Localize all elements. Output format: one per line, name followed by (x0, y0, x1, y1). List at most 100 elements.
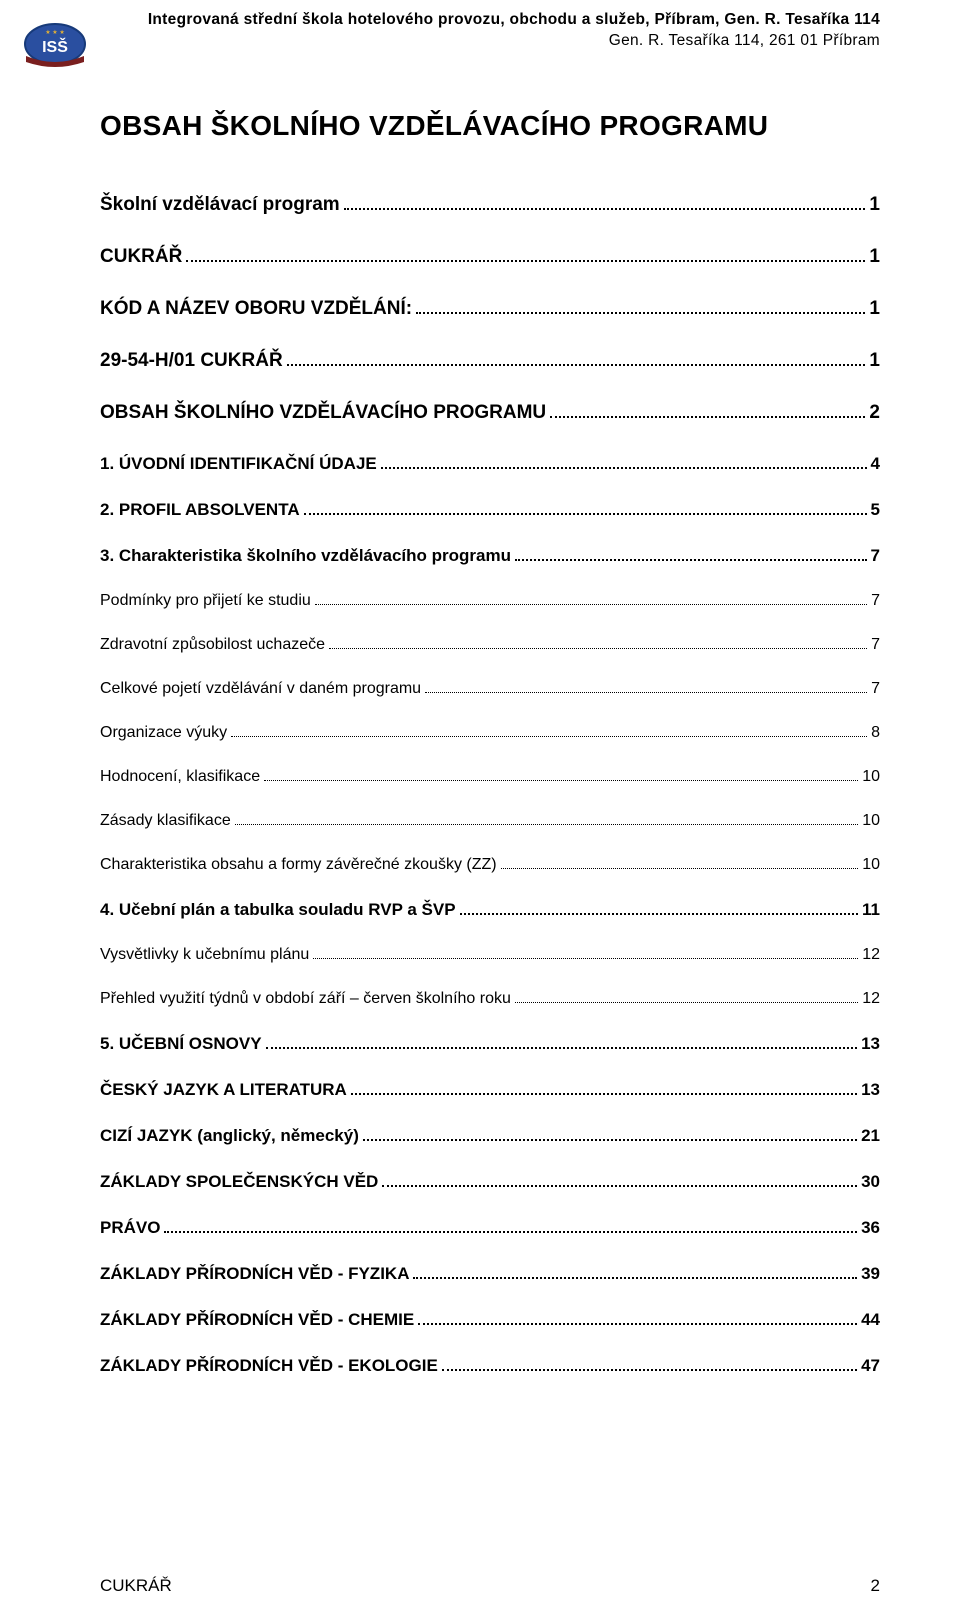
toc-row[interactable]: Zásady klasifikace 10 (100, 812, 880, 830)
toc-label: 3. Charakteristika školního vzdělávacího… (100, 546, 511, 566)
toc-row[interactable]: 29-54-H/01 CUKRÁŘ 1 (100, 350, 880, 372)
dot-leader (460, 904, 858, 915)
toc-row[interactable]: OBSAH ŠKOLNÍHO VZDĚLÁVACÍHO PROGRAMU 2 (100, 402, 880, 424)
dot-leader (550, 406, 865, 418)
toc-row[interactable]: ZÁKLADY PŘÍRODNÍCH VĚD - CHEMIE 44 (100, 1310, 880, 1330)
dot-leader (235, 815, 858, 825)
footer-page-number: 2 (871, 1576, 880, 1596)
toc-row[interactable]: 2. PROFIL ABSOLVENTA 5 (100, 500, 880, 520)
toc-row[interactable]: Vysvětlivky k učebnímu plánu 12 (100, 946, 880, 964)
toc-row[interactable]: ZÁKLADY PŘÍRODNÍCH VĚD - EKOLOGIE 47 (100, 1356, 880, 1376)
dot-leader (381, 458, 867, 469)
toc-page-number: 7 (871, 592, 880, 610)
toc-row[interactable]: Hodnocení, klasifikace 10 (100, 768, 880, 786)
page-header: ★ ★ ★ ISŠ Integrovaná střední škola hote… (0, 10, 960, 52)
toc-label: ZÁKLADY PŘÍRODNÍCH VĚD - EKOLOGIE (100, 1356, 438, 1376)
toc-page-number: 10 (862, 768, 880, 786)
dot-leader (425, 683, 867, 693)
page-footer: CUKRÁŘ 2 (100, 1576, 880, 1596)
toc-row[interactable]: ČESKÝ JAZYK A LITERATURA 13 (100, 1080, 880, 1100)
dot-leader (382, 1176, 857, 1187)
toc-page-number: 47 (861, 1356, 880, 1376)
toc-page-number: 10 (862, 856, 880, 874)
toc-label: Zdravotní způsobilost uchazeče (100, 636, 325, 654)
dot-leader (329, 639, 867, 649)
toc-row[interactable]: Celkové pojetí vzdělávání v daném progra… (100, 680, 880, 698)
toc-row[interactable]: 3. Charakteristika školního vzdělávacího… (100, 546, 880, 566)
toc-page-number: 1 (869, 298, 880, 320)
dot-leader (164, 1222, 857, 1233)
toc-label: Přehled využití týdnů v období září – če… (100, 990, 511, 1008)
header-text: Integrovaná střední škola hotelového pro… (100, 10, 880, 52)
dot-leader (416, 302, 865, 314)
toc-row[interactable]: PRÁVO 36 (100, 1218, 880, 1238)
toc-row[interactable]: Podmínky pro přijetí ke studiu 7 (100, 592, 880, 610)
dot-leader (515, 993, 858, 1003)
toc-label: ZÁKLADY PŘÍRODNÍCH VĚD - CHEMIE (100, 1310, 414, 1330)
dot-leader (351, 1084, 857, 1095)
toc-page-number: 13 (861, 1034, 880, 1054)
school-logo-icon: ★ ★ ★ ISŠ (22, 22, 88, 70)
toc-row[interactable]: 1. ÚVODNÍ IDENTIFIKAČNÍ ÚDAJE 4 (100, 454, 880, 474)
toc-page-number: 1 (869, 194, 880, 216)
dot-leader (344, 198, 866, 210)
header-line-1: Integrovaná střední škola hotelového pro… (100, 10, 880, 31)
toc-label: CIZÍ JAZYK (anglický, německý) (100, 1126, 359, 1146)
toc-row[interactable]: Organizace výuky 8 (100, 724, 880, 742)
dot-leader (304, 504, 867, 515)
toc-page-number: 10 (862, 812, 880, 830)
page-title: OBSAH ŠKOLNÍHO VZDĚLÁVACÍHO PROGRAMU (100, 110, 880, 142)
toc-label: Hodnocení, klasifikace (100, 768, 260, 786)
toc-page-number: 30 (861, 1172, 880, 1192)
toc-label: ZÁKLADY PŘÍRODNÍCH VĚD - FYZIKA (100, 1264, 409, 1284)
toc-label: ČESKÝ JAZYK A LITERATURA (100, 1080, 347, 1100)
dot-leader (413, 1268, 857, 1279)
toc-page-number: 8 (871, 724, 880, 742)
dot-leader (315, 595, 867, 605)
toc-page-number: 1 (869, 246, 880, 268)
toc-row[interactable]: KÓD A NÁZEV OBORU VZDĚLÁNÍ: 1 (100, 298, 880, 320)
toc-label: Vysvětlivky k učebnímu plánu (100, 946, 309, 964)
toc-row[interactable]: CUKRÁŘ 1 (100, 246, 880, 268)
toc-label: Školní vzdělávací program (100, 194, 340, 216)
content-area: OBSAH ŠKOLNÍHO VZDĚLÁVACÍHO PROGRAMU Ško… (100, 110, 880, 1402)
dot-leader (442, 1360, 857, 1371)
dot-leader (287, 354, 866, 366)
toc-label: ZÁKLADY SPOLEČENSKÝCH VĚD (100, 1172, 378, 1192)
toc-page-number: 12 (862, 990, 880, 1008)
toc-label: CUKRÁŘ (100, 246, 182, 268)
toc-label: Zásady klasifikace (100, 812, 231, 830)
toc-row[interactable]: CIZÍ JAZYK (anglický, německý) 21 (100, 1126, 880, 1146)
toc-label: 29-54-H/01 CUKRÁŘ (100, 350, 283, 372)
toc-page-number: 44 (861, 1310, 880, 1330)
toc-row[interactable]: Zdravotní způsobilost uchazeče 7 (100, 636, 880, 654)
dot-leader (363, 1130, 857, 1141)
toc-label: 1. ÚVODNÍ IDENTIFIKAČNÍ ÚDAJE (100, 454, 377, 474)
toc-row[interactable]: Charakteristika obsahu a formy závěrečné… (100, 856, 880, 874)
toc-page-number: 7 (871, 546, 880, 566)
dot-leader (266, 1038, 858, 1049)
toc-row[interactable]: 5. UČEBNÍ OSNOVY 13 (100, 1034, 880, 1054)
table-of-contents: Školní vzdělávací program 1CUKRÁŘ 1KÓD A… (100, 194, 880, 1376)
dot-leader (515, 550, 867, 561)
footer-left: CUKRÁŘ (100, 1576, 172, 1596)
page: ★ ★ ★ ISŠ Integrovaná střední škola hote… (0, 0, 960, 1624)
toc-page-number: 11 (862, 900, 880, 920)
toc-label: Podmínky pro přijetí ke studiu (100, 592, 311, 610)
dot-leader (186, 250, 865, 262)
svg-text:ISŠ: ISŠ (42, 37, 68, 56)
toc-label: Charakteristika obsahu a formy závěrečné… (100, 856, 497, 874)
toc-label: OBSAH ŠKOLNÍHO VZDĚLÁVACÍHO PROGRAMU (100, 402, 546, 424)
toc-row[interactable]: ZÁKLADY SPOLEČENSKÝCH VĚD 30 (100, 1172, 880, 1192)
dot-leader (313, 949, 858, 959)
toc-label: Celkové pojetí vzdělávání v daném progra… (100, 680, 421, 698)
toc-page-number: 39 (861, 1264, 880, 1284)
dot-leader (418, 1314, 857, 1325)
toc-label: 2. PROFIL ABSOLVENTA (100, 500, 300, 520)
toc-page-number: 13 (861, 1080, 880, 1100)
toc-row[interactable]: ZÁKLADY PŘÍRODNÍCH VĚD - FYZIKA 39 (100, 1264, 880, 1284)
toc-label: PRÁVO (100, 1218, 160, 1238)
toc-row[interactable]: Školní vzdělávací program 1 (100, 194, 880, 216)
toc-row[interactable]: Přehled využití týdnů v období září – če… (100, 990, 880, 1008)
toc-row[interactable]: 4. Učební plán a tabulka souladu RVP a Š… (100, 900, 880, 920)
